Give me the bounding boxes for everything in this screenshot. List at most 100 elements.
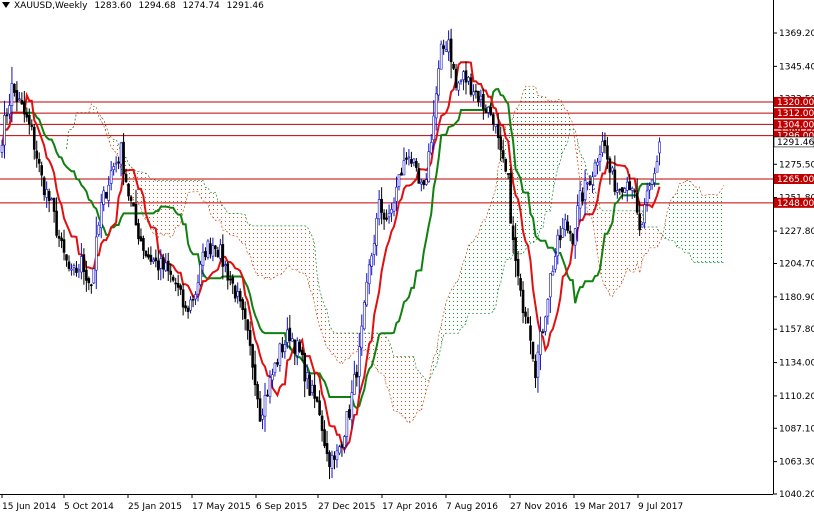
- candle: [573, 227, 577, 259]
- candle: [231, 274, 235, 295]
- dropdown-triangle-icon[interactable]: [2, 2, 10, 8]
- cloud-segment: [438, 324, 442, 357]
- candle: [258, 390, 262, 422]
- svg-text:1320.00: 1320.00: [777, 98, 814, 108]
- cloud-segment: [210, 192, 213, 218]
- candle: [566, 215, 570, 234]
- cloud-segment: [654, 227, 658, 248]
- cloud-segment: [349, 333, 352, 359]
- candle: [362, 300, 366, 331]
- candle: [390, 202, 393, 222]
- cloud-segment: [480, 219, 484, 314]
- candle: [348, 404, 351, 420]
- candle: [199, 260, 202, 287]
- candle: [469, 73, 473, 97]
- candle: [367, 259, 371, 295]
- cloud-segment: [267, 225, 270, 280]
- candle: [109, 161, 113, 191]
- candle: [248, 321, 252, 356]
- cloud-segment: [379, 333, 382, 374]
- candle: [57, 229, 61, 248]
- y-tick-label: 1369.20: [779, 29, 814, 39]
- cloud-segment: [488, 204, 491, 314]
- cloud-segment: [309, 231, 313, 294]
- candle: [256, 381, 259, 409]
- cloud-segment: [406, 356, 409, 424]
- cloud-segment: [262, 225, 266, 280]
- cloud-segment: [202, 180, 206, 202]
- candle: [563, 213, 567, 237]
- cloud-segment: [617, 210, 620, 289]
- cloud-segment: [560, 98, 563, 162]
- cloud-segment: [304, 225, 308, 278]
- cloud-segment: [719, 189, 722, 263]
- candle: [62, 229, 66, 261]
- candle: [228, 270, 232, 286]
- candle: [189, 296, 192, 314]
- cloud-segment: [116, 139, 119, 160]
- cloud-segment: [470, 241, 474, 314]
- candle: [266, 389, 269, 397]
- candle: [618, 188, 622, 195]
- candle: [504, 158, 507, 173]
- cloud-segment: [515, 107, 519, 254]
- candle: [412, 158, 416, 167]
- cloud-segment: [180, 180, 184, 224]
- cloud-segment: [272, 225, 275, 279]
- candle: [209, 237, 212, 259]
- cloud-segment: [575, 129, 578, 162]
- candle: [40, 161, 43, 187]
- cloud-segment: [93, 106, 97, 113]
- cloud-segment: [155, 180, 159, 238]
- cloud-segment: [398, 356, 402, 416]
- cloud-segment: [706, 194, 710, 263]
- candle: [338, 444, 341, 456]
- candle: [596, 158, 599, 175]
- candle: [608, 156, 612, 185]
- candle: [25, 107, 29, 122]
- candle: [94, 216, 98, 290]
- cloud-segment: [242, 214, 246, 244]
- candle: [343, 434, 346, 454]
- candle: [129, 194, 133, 207]
- cloud-segment: [389, 341, 392, 401]
- candle: [621, 187, 624, 200]
- cloud-segment: [490, 196, 494, 314]
- candle: [499, 126, 503, 162]
- candle: [286, 317, 289, 349]
- candle: [420, 178, 423, 192]
- candle: [335, 444, 339, 468]
- cloud-segment: [475, 234, 479, 314]
- candle: [410, 151, 413, 168]
- cloud-segment: [240, 213, 243, 244]
- candle: [236, 282, 240, 304]
- cloud-segment: [391, 347, 395, 412]
- cloud-segment: [542, 96, 546, 229]
- cloud-segment: [332, 330, 335, 355]
- candle: [241, 297, 244, 320]
- x-tick-label: 27 Nov 2016: [510, 502, 568, 512]
- candle: [623, 186, 627, 193]
- candle: [13, 83, 16, 97]
- candle: [328, 450, 331, 480]
- cloud-segment: [453, 282, 457, 334]
- candle: [333, 451, 336, 470]
- candle: [144, 250, 148, 258]
- candle: [650, 179, 654, 190]
- candle: [568, 225, 572, 242]
- candle: [611, 165, 614, 175]
- candle: [315, 396, 319, 403]
- level-tag: 1304.00: [774, 119, 814, 130]
- cloud-segment: [170, 180, 174, 238]
- candle: [99, 193, 103, 239]
- candle: [308, 371, 311, 396]
- candle: [320, 410, 324, 442]
- cloud-segment: [381, 333, 385, 376]
- candle: [147, 247, 150, 260]
- candle: [85, 260, 88, 292]
- candle: [360, 314, 364, 356]
- cloud-segment: [721, 185, 725, 263]
- candle: [97, 221, 101, 237]
- candle: [459, 79, 463, 85]
